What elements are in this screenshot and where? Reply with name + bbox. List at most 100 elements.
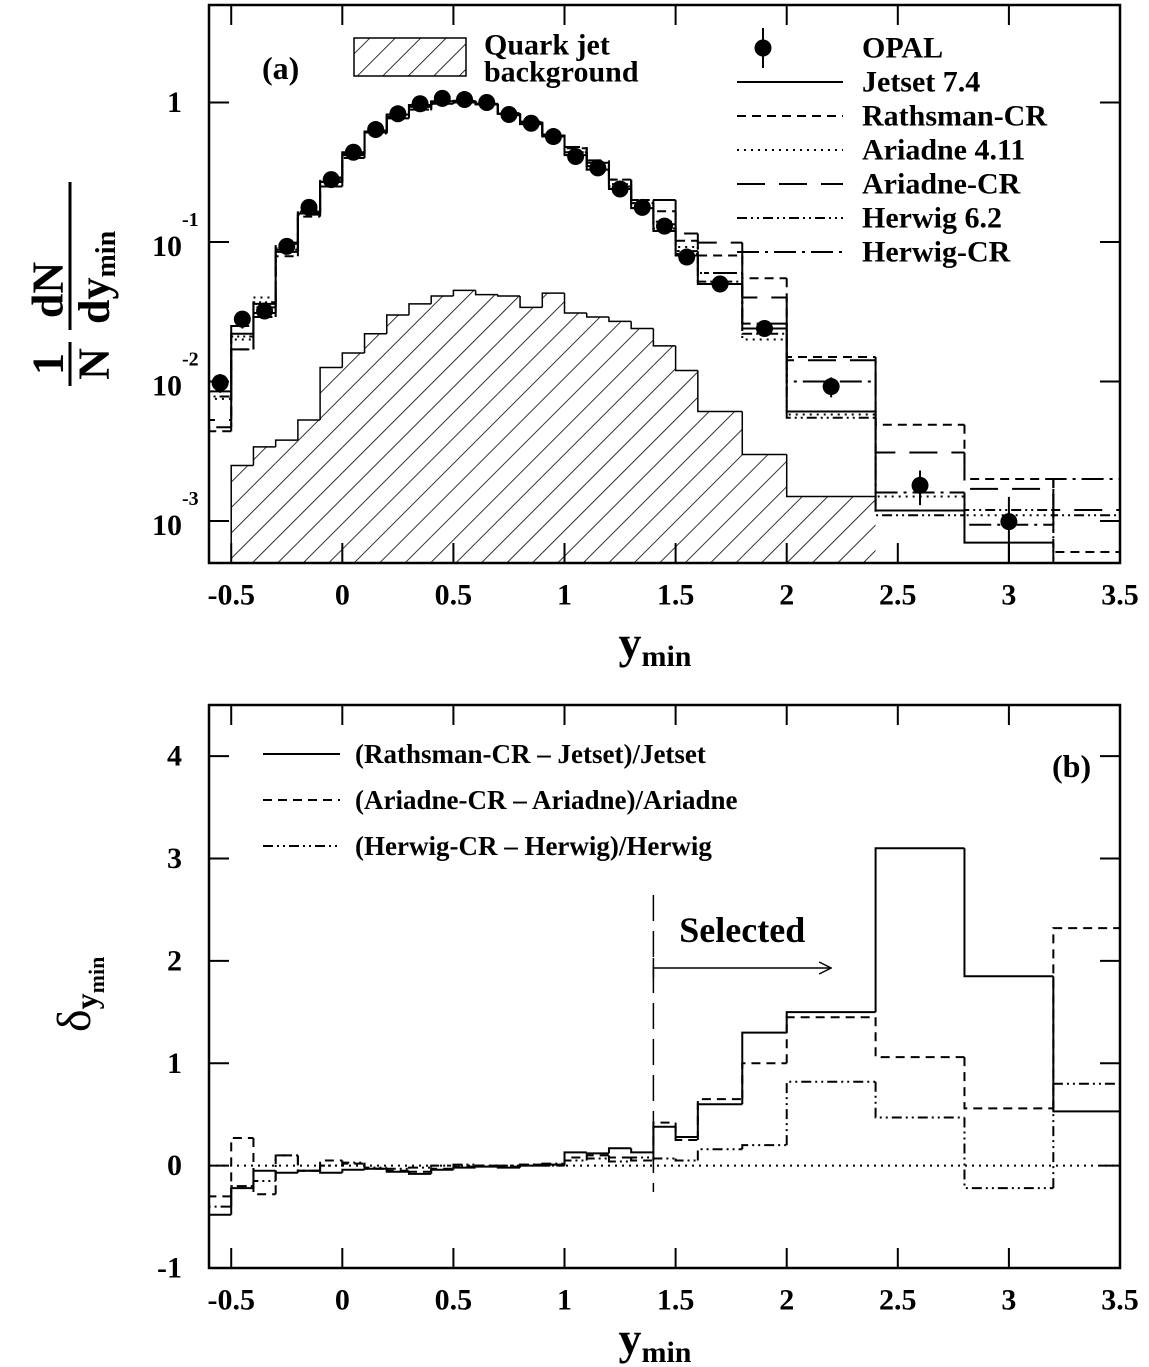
background-bin xyxy=(386,314,409,334)
series-step xyxy=(230,348,254,428)
series-step xyxy=(963,848,1054,978)
legend-swatch xyxy=(353,37,467,77)
data-point xyxy=(522,114,540,132)
series-step xyxy=(1052,542,1055,563)
series-step xyxy=(296,212,321,243)
panel-label: (b) xyxy=(1052,748,1091,784)
series-step xyxy=(563,1159,587,1164)
data-point xyxy=(500,106,518,124)
y-tick-exponent: -2 xyxy=(182,349,199,371)
series-step xyxy=(563,1156,587,1166)
series-step xyxy=(785,328,876,413)
series-step xyxy=(474,1164,498,1167)
series-step xyxy=(563,134,587,148)
series-step xyxy=(874,1081,965,1119)
series-step xyxy=(230,332,254,392)
series-step xyxy=(319,1164,343,1171)
x-tick-label: 2 xyxy=(779,579,794,612)
series-step xyxy=(785,1016,876,1064)
series-step xyxy=(585,1157,609,1161)
y-tick-exponent: -3 xyxy=(182,488,199,510)
series-step xyxy=(209,1213,232,1268)
series-step xyxy=(519,1164,543,1168)
series-step xyxy=(741,281,787,335)
background-bin-fill xyxy=(675,370,698,563)
series-step xyxy=(874,417,965,517)
series-step xyxy=(874,381,965,494)
series-step xyxy=(674,1122,698,1142)
series-step xyxy=(274,250,298,304)
series-step xyxy=(696,1148,743,1161)
background-bin-fill xyxy=(475,294,498,563)
series-step xyxy=(696,233,743,244)
legend-label: Herwig 6.2 xyxy=(862,202,1002,235)
series-step xyxy=(452,1163,476,1166)
series-step xyxy=(652,200,676,213)
y-tick-label: 3 xyxy=(167,842,182,875)
series-step xyxy=(785,339,876,416)
data-point xyxy=(911,476,929,494)
series-step xyxy=(296,1155,321,1172)
x-tick-label: 3.5 xyxy=(1101,1284,1139,1317)
series-step xyxy=(563,1151,587,1165)
background-bin-fill xyxy=(275,440,298,563)
series-step xyxy=(630,186,654,205)
x-axis-label-sub: min xyxy=(641,1336,691,1367)
series-step xyxy=(607,166,632,188)
y-label-subsub: min xyxy=(84,957,109,994)
series-step xyxy=(874,356,965,426)
series-step xyxy=(274,248,298,303)
series-step xyxy=(652,1157,676,1160)
series-step xyxy=(407,105,432,117)
x-axis-label-sub: min xyxy=(641,640,691,673)
x-tick-label: 2.5 xyxy=(879,1284,917,1317)
y-tick-label: 4 xyxy=(167,740,182,773)
series-step xyxy=(209,397,232,563)
data-point xyxy=(633,198,651,216)
data-point xyxy=(300,198,318,216)
y-tick-label: 1 xyxy=(167,86,182,119)
series-step xyxy=(652,1125,676,1153)
series-step xyxy=(874,360,965,454)
plot-frame xyxy=(207,3,1122,565)
series-step xyxy=(630,179,654,202)
series-step xyxy=(963,496,1054,517)
background-bin xyxy=(741,411,787,456)
legend-label: OPAL xyxy=(862,32,943,65)
y-tick-base: 10 xyxy=(152,230,182,263)
x-tick-label: 3.5 xyxy=(1101,579,1139,612)
series-step xyxy=(430,1168,454,1174)
y-axis-label: 1 N dN dymin xyxy=(24,182,122,386)
series-step xyxy=(741,272,787,325)
series-step xyxy=(1052,515,1055,563)
series-step xyxy=(209,390,232,563)
series-step xyxy=(785,297,876,362)
y-tick-base: 10 xyxy=(152,369,182,402)
series-step xyxy=(1052,488,1120,511)
data-point xyxy=(433,89,451,107)
series-step xyxy=(519,113,543,124)
series-step xyxy=(541,122,565,137)
background-bin-fill xyxy=(297,419,321,563)
data-point xyxy=(233,310,251,328)
series-step xyxy=(674,211,698,242)
y-tick-label: 10-1 xyxy=(152,209,199,263)
series-step xyxy=(1052,976,1120,1113)
series-step xyxy=(607,160,632,181)
series-step xyxy=(585,146,609,162)
background-bin-fill xyxy=(631,328,654,563)
series-step xyxy=(1052,1082,1120,1189)
series-step xyxy=(230,335,254,397)
x-tick-label: 3 xyxy=(1001,1284,1016,1317)
legend-label: Herwig-CR xyxy=(862,236,1011,269)
background-bin-fill xyxy=(497,296,521,563)
series-step xyxy=(363,1162,387,1169)
y-tick-label: 10-3 xyxy=(152,488,199,542)
series-step xyxy=(785,278,876,358)
x-tick-label: -0.5 xyxy=(207,579,255,612)
x-tick-label: 2.5 xyxy=(879,579,917,612)
y-label-sub: y xyxy=(68,993,104,1009)
background-bin xyxy=(474,290,498,296)
data-point xyxy=(822,378,840,396)
series-step xyxy=(652,1121,676,1161)
